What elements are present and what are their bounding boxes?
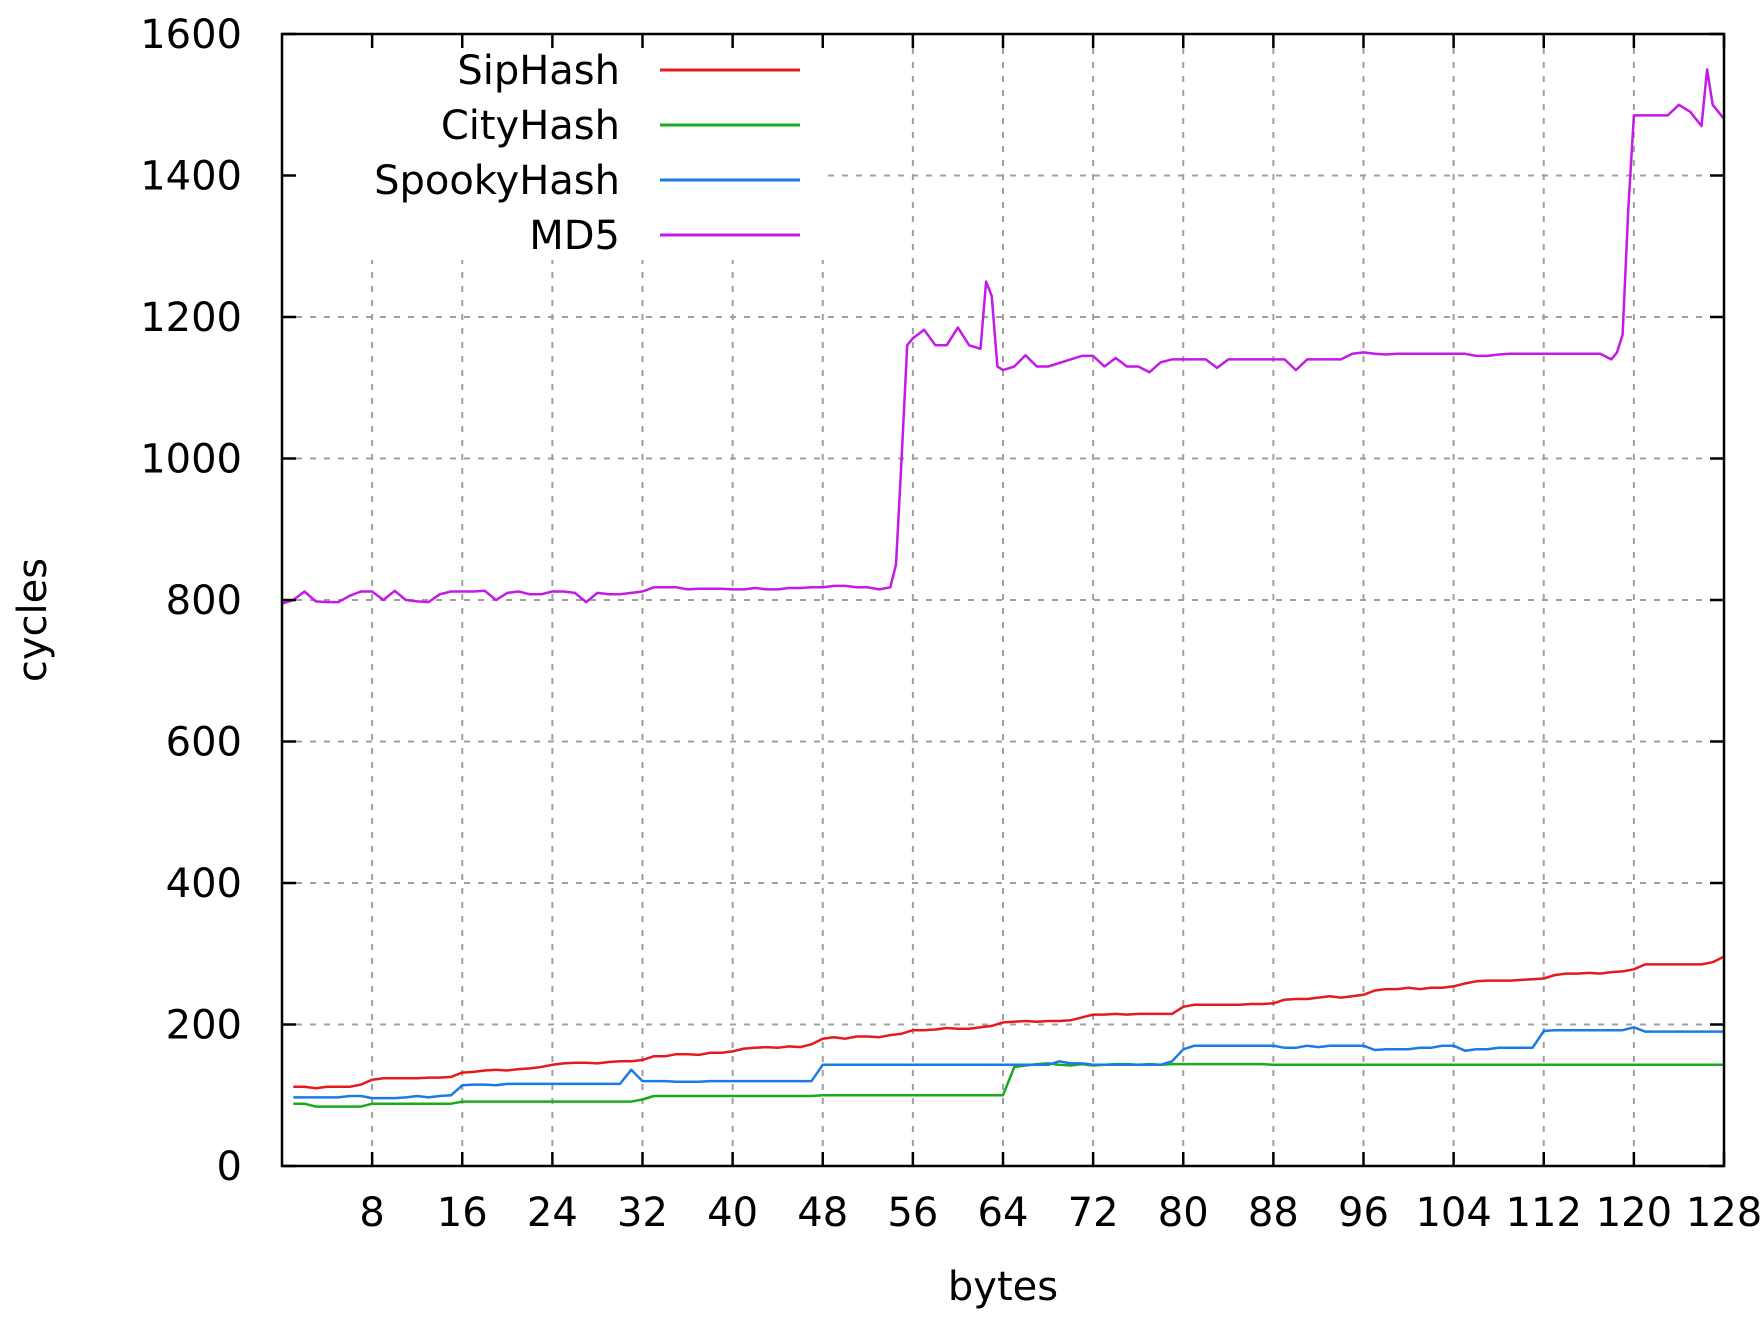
x-tick-label: 16 xyxy=(437,1190,488,1236)
x-tick-label: 24 xyxy=(527,1190,578,1236)
y-tick-label: 200 xyxy=(166,1003,242,1049)
x-tick-label: 40 xyxy=(707,1190,758,1236)
y-tick-label: 1400 xyxy=(140,154,242,200)
y-tick-label: 800 xyxy=(166,578,242,624)
x-tick-label: 128 xyxy=(1686,1190,1762,1236)
legend-label-md5: MD5 xyxy=(529,213,620,259)
y-tick-label: 400 xyxy=(166,861,242,907)
series-line-siphash xyxy=(293,955,1725,1090)
y-tick-label: 1600 xyxy=(140,12,242,58)
series-line-cityhash xyxy=(293,1062,1724,1108)
legend-label-cityhash: CityHash xyxy=(441,103,620,149)
x-tick-label: 120 xyxy=(1596,1190,1672,1236)
y-axis-tick-labels: 0 200 400 600 800 1000 1200 1400 1600 xyxy=(140,12,242,1190)
legend-background xyxy=(286,38,826,260)
series-lines xyxy=(281,68,1725,1108)
x-tick-label: 96 xyxy=(1338,1190,1389,1236)
y-tick-label: 1200 xyxy=(140,295,242,341)
axis-ticks xyxy=(282,32,1726,1168)
x-tick-label: 112 xyxy=(1506,1190,1582,1236)
x-axis-tick-labels: 8 16 24 32 40 48 56 64 72 80 88 96 104 112 120 128 xyxy=(359,1190,1762,1236)
x-axis-title: bytes xyxy=(948,1264,1058,1310)
series-line-md5 xyxy=(281,68,1725,605)
legend-label-siphash: SipHash xyxy=(457,48,620,94)
x-tick-label: 64 xyxy=(978,1190,1029,1236)
x-tick-label: 104 xyxy=(1415,1190,1491,1236)
y-tick-label: 1000 xyxy=(140,437,242,483)
legend-label-spookyhash: SpookyHash xyxy=(374,158,620,204)
x-tick-label: 56 xyxy=(887,1190,938,1236)
legend-box xyxy=(286,38,826,260)
series-line-spookyhash xyxy=(293,1026,1724,1100)
y-tick-label: 0 xyxy=(217,1144,242,1190)
x-tick-label: 72 xyxy=(1068,1190,1119,1236)
x-tick-label: 8 xyxy=(359,1190,384,1236)
x-tick-label: 88 xyxy=(1248,1190,1299,1236)
x-tick-label: 48 xyxy=(797,1190,848,1236)
x-tick-label: 80 xyxy=(1158,1190,1209,1236)
y-axis-title: cycles xyxy=(10,558,56,682)
x-tick-label: 32 xyxy=(617,1190,668,1236)
legend: SipHash CityHash SpookyHash MD5 xyxy=(374,48,800,259)
y-tick-label: 600 xyxy=(166,720,242,766)
